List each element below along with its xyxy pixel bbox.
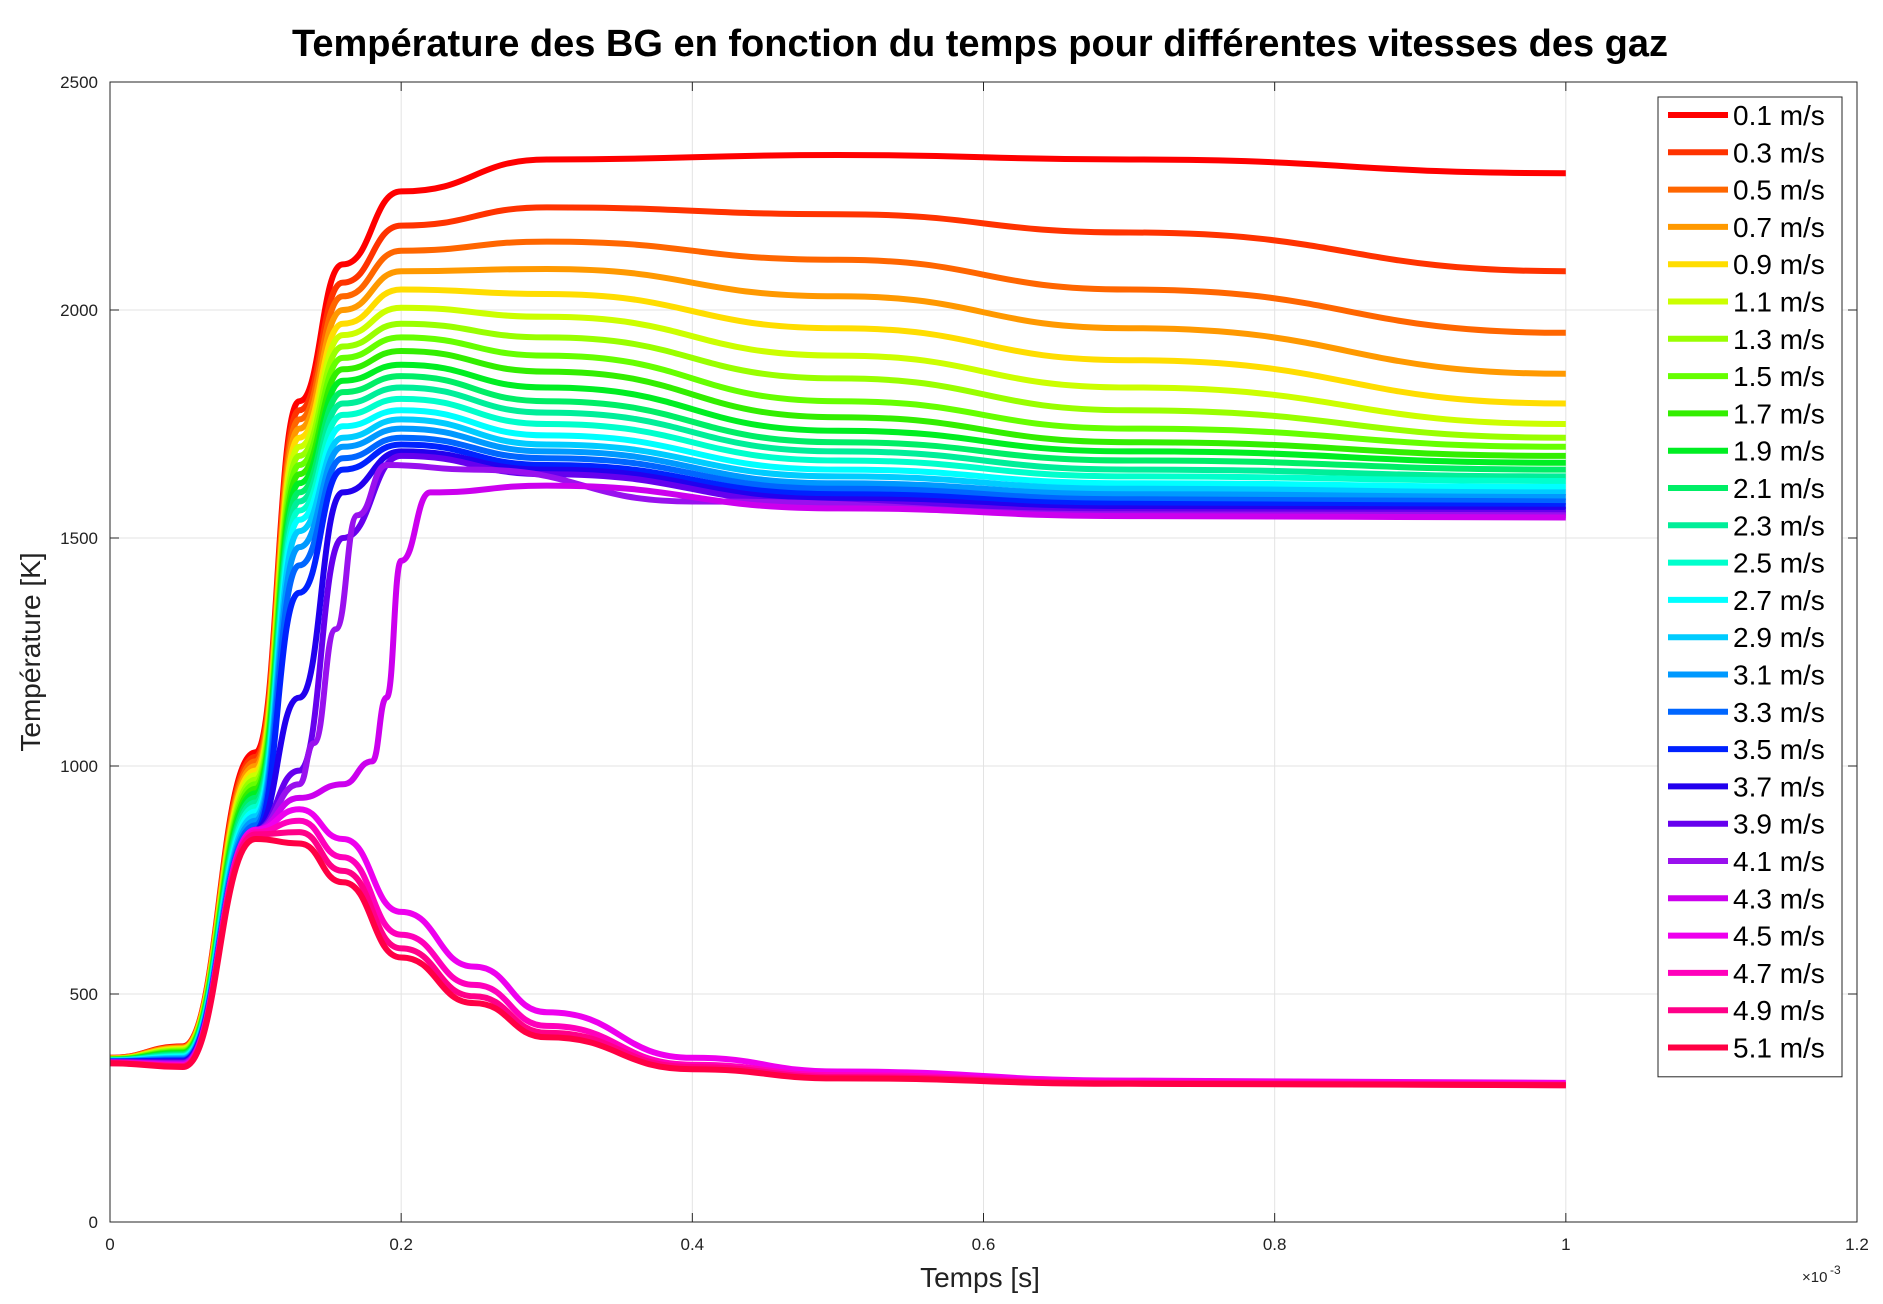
legend-entry-label: 1.3 m/s — [1733, 324, 1825, 355]
legend-entry-label: 1.7 m/s — [1733, 398, 1825, 429]
legend-entry-label: 0.5 m/s — [1733, 175, 1825, 206]
y-tick-label: 2000 — [60, 301, 98, 320]
x-tick-label: 0.4 — [681, 1235, 705, 1254]
legend-entry-label: 2.3 m/s — [1733, 510, 1825, 541]
legend-entry-label: 0.9 m/s — [1733, 249, 1825, 280]
x-axis-exponent-power: -3 — [1830, 1263, 1841, 1277]
x-tick-label: 0 — [105, 1235, 114, 1254]
y-tick-label: 0 — [89, 1213, 98, 1232]
legend-box — [1657, 96, 1843, 1078]
legend-entry-label: 3.9 m/s — [1733, 809, 1825, 840]
series-line-5-1-m-s — [109, 836, 1566, 1089]
x-axis-exponent-base: ×10 — [1802, 1269, 1827, 1286]
legend-entry-label: 0.3 m/s — [1733, 137, 1825, 168]
legend-entry-label: 4.3 m/s — [1733, 883, 1825, 914]
legend: 0.1 m/s 0.3 m/s 0.5 m/s 0.7 m/s 0.9 m/s 1.1 m… — [1657, 96, 1843, 1078]
legend-entry-label: 2.7 m/s — [1733, 585, 1825, 616]
chart-title: Température des BG en fonction du temps … — [292, 23, 1668, 65]
legend-entry-label: 4.5 m/s — [1733, 921, 1825, 952]
axes: 0 0.2 0.4 0.6 0.8 1 1.2 0 500 1000 1500 2000 2500 — [60, 73, 1869, 1254]
legend-entry-label: 1.9 m/s — [1733, 436, 1825, 467]
x-axis-label: Temps [s] — [920, 1262, 1040, 1293]
legend-entry-label: 3.5 m/s — [1733, 734, 1825, 765]
legend-entry-label: 0.1 m/s — [1733, 100, 1825, 131]
axes-box — [109, 81, 1858, 1223]
x-tick-label: 0.2 — [389, 1235, 413, 1254]
legend-entry-label: 2.1 m/s — [1733, 473, 1825, 504]
y-tick-label: 2500 — [60, 73, 98, 92]
legend-entry-label: 2.5 m/s — [1733, 548, 1825, 579]
legend-entry-label: 4.1 m/s — [1733, 846, 1825, 877]
legend-entry-label: 3.7 m/s — [1733, 771, 1825, 802]
legend-entry-label: 3.3 m/s — [1733, 697, 1825, 728]
legend-entry-label: 0.7 m/s — [1733, 212, 1825, 243]
legend-entry-label: 5.1 m/s — [1733, 1033, 1825, 1064]
y-axis-label: Température [K] — [15, 552, 46, 751]
x-axis-exponent: ×10 -3 — [1802, 1263, 1841, 1286]
x-tick-label: 0.6 — [972, 1235, 996, 1254]
series-lines — [109, 152, 1566, 1089]
legend-entry-label: 3.1 m/s — [1733, 660, 1825, 691]
y-tick-label: 1500 — [60, 529, 98, 548]
legend-entry-label: 4.7 m/s — [1733, 958, 1825, 989]
legend-entry-label: 1.5 m/s — [1733, 361, 1825, 392]
grid-lines — [110, 82, 1857, 1222]
x-tick-label: 1.2 — [1845, 1235, 1869, 1254]
x-tick-label: 1 — [1561, 1235, 1570, 1254]
y-tick-label: 500 — [70, 985, 98, 1004]
x-tick-label: 0.8 — [1263, 1235, 1287, 1254]
legend-entry-label: 1.1 m/s — [1733, 287, 1825, 318]
legend-entry-label: 2.9 m/s — [1733, 622, 1825, 653]
y-tick-label: 1000 — [60, 757, 98, 776]
legend-entry-label: 4.9 m/s — [1733, 995, 1825, 1026]
